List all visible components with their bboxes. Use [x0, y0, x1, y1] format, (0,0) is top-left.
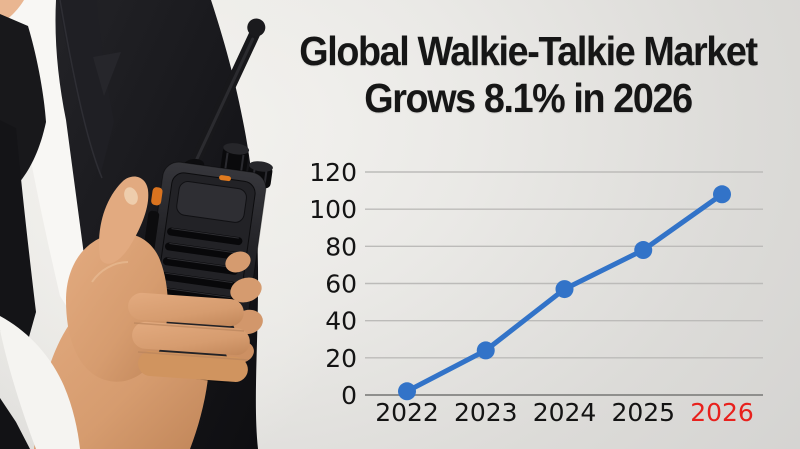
headline: Global Walkie-Talkie Market Grows 8.1% i…	[292, 28, 763, 122]
hand	[66, 176, 263, 382]
data-point	[398, 382, 416, 401]
volume-knob	[220, 143, 250, 175]
x-tick-label: 2022	[375, 398, 439, 427]
y-tick-label: 120	[309, 158, 357, 187]
x-tick-label-highlighted: 2026	[690, 398, 754, 427]
headline-line2: Grows 8.1% in 2026	[364, 75, 693, 121]
data-point	[476, 341, 495, 360]
x-tick-label: 2024	[533, 398, 597, 427]
x-tick-label: 2023	[454, 398, 518, 427]
data-point	[713, 185, 731, 204]
data-point	[555, 280, 574, 299]
radio-top-panel	[176, 181, 247, 223]
businessman-photo	[0, 0, 320, 449]
headline-line1: Global Walkie-Talkie Market	[299, 28, 758, 74]
x-tick-label: 2025	[611, 398, 675, 427]
y-tick-label: 80	[325, 232, 357, 261]
suit-bottom-corner	[0, 398, 30, 449]
y-tick-label: 0	[341, 381, 357, 410]
y-tick-label: 40	[325, 307, 357, 336]
y-tick-label: 60	[325, 270, 357, 299]
thumb	[98, 176, 149, 264]
data-point	[634, 241, 653, 260]
fingers	[128, 251, 263, 382]
shirt-cuff	[0, 316, 80, 449]
y-tick-label: 100	[309, 195, 357, 224]
y-tick-label: 20	[325, 344, 357, 373]
led-indicator	[219, 175, 232, 182]
line-chart: 0 20 40 60 80 100 120 2022 2023 2024 2025 2026	[300, 140, 800, 449]
suit-left	[0, 120, 36, 362]
side-button-orange	[151, 187, 163, 206]
